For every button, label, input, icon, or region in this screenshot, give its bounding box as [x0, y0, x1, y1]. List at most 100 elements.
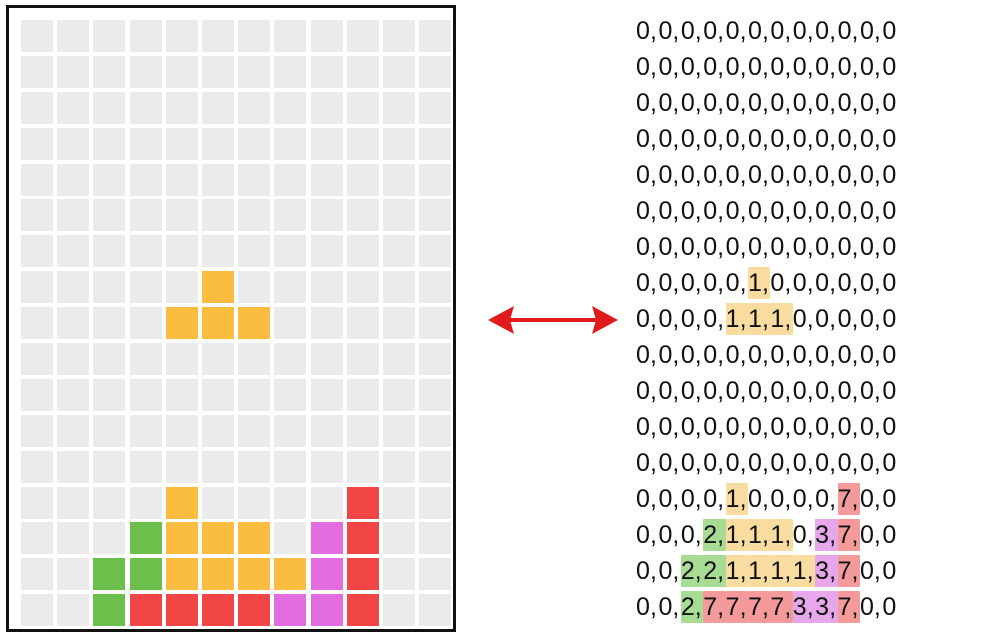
empty-cell [238, 163, 271, 196]
matrix-value: 7, [837, 519, 860, 551]
matrix-value: 0, [792, 485, 814, 513]
empty-cell [201, 343, 234, 376]
matrix-value: 0, [680, 269, 702, 297]
matrix-value: 0, [748, 125, 769, 153]
empty-cell [346, 91, 379, 124]
empty-cell [129, 271, 162, 304]
empty-cell [165, 450, 198, 483]
matrix-value: 0 [882, 17, 897, 45]
matrix-value: 0, [770, 377, 792, 405]
matrix-row: 0,0,0,0,0,0,0,0,0,0,0,0 [636, 49, 992, 85]
empty-cell [21, 594, 53, 627]
matrix-value: 0, [859, 377, 881, 405]
matrix-value: 0, [837, 449, 859, 477]
matrix-value: 0, [725, 341, 747, 369]
empty-cell [129, 343, 162, 376]
empty-cell [382, 91, 415, 124]
matrix-value: 7, [770, 591, 793, 623]
block-cell [310, 522, 343, 555]
matrix-value: 0, [658, 521, 680, 549]
empty-cell [57, 235, 90, 268]
empty-cell [238, 91, 271, 124]
matrix-value: 0, [837, 233, 859, 261]
matrix-value: 0 [882, 161, 897, 189]
matrix-value: 0, [748, 197, 769, 225]
block-cell [346, 558, 379, 591]
matrix-value: 7, [725, 591, 748, 623]
matrix-value: 0, [770, 89, 792, 117]
empty-cell [57, 271, 90, 304]
empty-cell [274, 20, 307, 52]
matrix-value: 0, [680, 161, 702, 189]
block-cell [310, 594, 343, 627]
matrix-value: 0, [636, 53, 657, 81]
empty-cell [346, 307, 379, 340]
matrix-value: 0, [837, 377, 859, 405]
empty-cell [346, 127, 379, 160]
matrix-value: 0 [882, 593, 897, 621]
matrix-value: 0, [792, 305, 814, 333]
matrix-row: 0,0,2,7,7,7,7,3,3,7,0,0 [636, 589, 992, 625]
matrix-value: 0, [748, 413, 769, 441]
matrix-value: 0, [658, 341, 680, 369]
matrix-value: 1, [770, 555, 793, 587]
matrix-value: 0 [882, 53, 897, 81]
matrix-value: 1, [747, 555, 771, 587]
empty-cell [382, 522, 415, 555]
matrix-row: 0,0,0,0,0,0,0,0,0,0,0,0 [636, 13, 992, 49]
empty-cell [57, 414, 90, 447]
empty-cell [419, 414, 452, 447]
matrix-value: 0, [815, 413, 837, 441]
matrix-value: 0, [770, 341, 792, 369]
matrix-value: 0, [748, 485, 769, 513]
matrix-value: 0, [725, 197, 747, 225]
matrix-value: 0, [725, 89, 747, 117]
matrix-value: 0, [636, 521, 657, 549]
matrix-value: 0, [703, 53, 725, 81]
matrix-value: 0, [859, 413, 881, 441]
empty-cell [129, 450, 162, 483]
matrix-value: 1, [770, 519, 793, 551]
block-cell [93, 594, 126, 627]
matrix-value: 0 [882, 485, 897, 513]
matrix-value: 3, [792, 591, 816, 623]
empty-cell [310, 163, 343, 196]
matrix-value: 7, [703, 591, 726, 623]
matrix-value: 0 [882, 233, 897, 261]
empty-cell [419, 55, 452, 88]
empty-cell [382, 558, 415, 591]
matrix-value: 0, [658, 593, 680, 621]
empty-cell [419, 558, 452, 591]
matrix-value: 0, [703, 485, 725, 513]
empty-cell [57, 343, 90, 376]
empty-cell [419, 271, 452, 304]
matrix-value: 0, [748, 53, 769, 81]
game-board [6, 5, 456, 632]
matrix-value: 0, [748, 233, 769, 261]
matrix-value: 2, [703, 519, 726, 551]
matrix-value: 0, [680, 305, 702, 333]
matrix-value: 0, [748, 89, 769, 117]
empty-cell [419, 127, 452, 160]
block-cell [238, 558, 271, 591]
block-cell [346, 594, 379, 627]
empty-cell [238, 378, 271, 411]
empty-cell [310, 55, 343, 88]
empty-cell [57, 163, 90, 196]
matrix-value: 0, [792, 449, 814, 477]
matrix-row: 0,0,0,0,0,0,0,0,0,0,0,0 [636, 121, 992, 157]
matrix-value: 0, [703, 269, 725, 297]
matrix-value: 0 [882, 341, 897, 369]
matrix-value: 0, [792, 413, 814, 441]
matrix-value: 0, [859, 341, 881, 369]
empty-cell [201, 486, 234, 519]
matrix-value: 0, [636, 269, 657, 297]
matrix-value: 0, [636, 557, 657, 585]
matrix-value: 0, [725, 53, 747, 81]
matrix-value: 0, [658, 269, 680, 297]
empty-cell [165, 20, 198, 52]
empty-cell [310, 127, 343, 160]
matrix-value: 0, [770, 413, 792, 441]
empty-cell [93, 486, 126, 519]
matrix-value: 0, [680, 413, 702, 441]
